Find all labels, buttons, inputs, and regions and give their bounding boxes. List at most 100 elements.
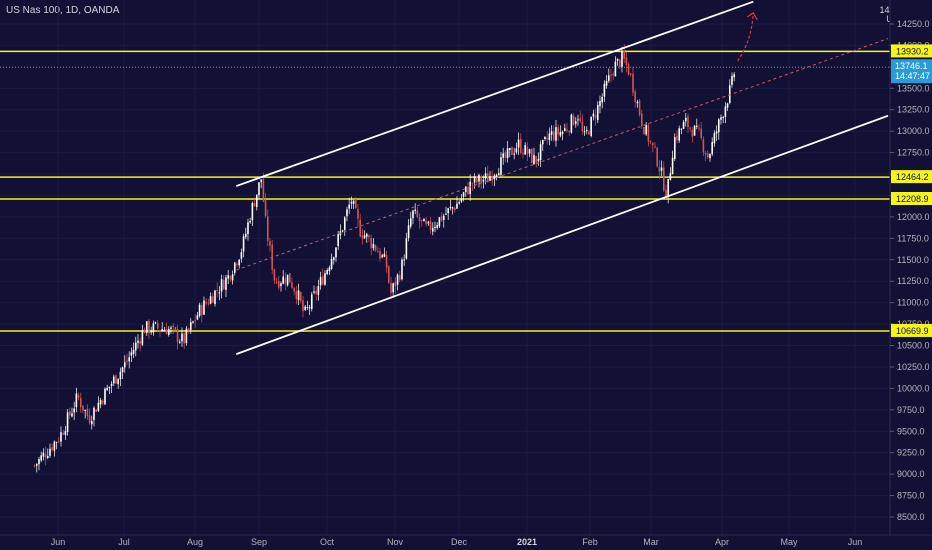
candle-body	[64, 431, 67, 435]
candle-body	[236, 263, 238, 265]
candle-body	[706, 153, 709, 158]
candle-body	[425, 220, 427, 225]
candle-body	[341, 230, 344, 232]
candle-body	[451, 207, 454, 209]
candle-body	[660, 167, 663, 171]
candle-body	[229, 276, 232, 280]
candle-body	[152, 323, 155, 333]
candle-body	[577, 119, 579, 121]
candle-body	[288, 273, 291, 283]
candle-body	[207, 303, 210, 305]
y-tick-label: 9750.0	[897, 405, 925, 415]
candle-body	[603, 83, 606, 97]
candle-body	[280, 283, 282, 287]
candle-body	[365, 233, 368, 237]
candle-body	[332, 257, 335, 261]
candle-body	[242, 236, 245, 252]
candle-body	[108, 386, 111, 389]
candle-body	[636, 101, 639, 104]
candle-body	[172, 326, 174, 328]
candle-body	[594, 114, 597, 119]
candle-body	[225, 277, 227, 290]
candle-body	[90, 421, 93, 425]
candle-body	[165, 329, 168, 335]
level-badge	[891, 323, 932, 337]
candle-body	[57, 440, 60, 442]
candle-body	[126, 360, 128, 363]
candle-body	[678, 128, 680, 141]
candle-body	[216, 289, 218, 291]
candle-body	[471, 183, 474, 185]
candle-body	[533, 155, 535, 164]
candle-body	[170, 327, 172, 329]
candle-body	[44, 454, 47, 458]
candle-body	[330, 258, 333, 269]
candle-body	[99, 400, 102, 405]
candle-body	[436, 225, 438, 228]
candle-body	[693, 125, 696, 136]
candle-body	[354, 199, 357, 209]
candle-body	[555, 127, 557, 141]
candle-body	[97, 402, 100, 411]
x-tick-label: Mar	[643, 537, 659, 547]
candle-body	[55, 442, 58, 444]
candle-body	[262, 178, 265, 202]
candle-body	[572, 115, 575, 126]
candle-body	[390, 282, 392, 294]
candle-body	[552, 131, 555, 140]
candle-body	[627, 64, 630, 75]
candle-body	[623, 51, 625, 59]
candle-body	[143, 330, 146, 334]
candle-body	[51, 447, 53, 451]
candle-body	[407, 225, 410, 239]
candle-body	[504, 152, 507, 158]
candle-body	[71, 413, 73, 417]
current-price-badge: 13746.114:47:47	[891, 59, 932, 84]
candle-body	[680, 128, 683, 130]
candle-body	[733, 74, 735, 78]
projection-arrow-head	[746, 11, 758, 21]
candle-body	[187, 328, 190, 331]
candle-body	[110, 383, 113, 386]
candle-body	[429, 221, 432, 230]
candle-body	[266, 216, 269, 241]
candle-body	[464, 186, 467, 193]
candle-body	[247, 222, 249, 235]
candle-body	[601, 96, 603, 103]
candle-body	[517, 139, 520, 148]
candle-body	[612, 74, 614, 76]
candle-body	[104, 388, 106, 405]
candle-body	[720, 117, 722, 120]
candle-body	[440, 215, 443, 221]
candle-body	[431, 228, 434, 232]
candle-body	[119, 371, 122, 380]
candle-body	[361, 235, 364, 239]
candle-body	[715, 131, 718, 134]
candle-body	[383, 253, 386, 257]
candle-body	[60, 432, 62, 442]
candle-body	[434, 226, 436, 229]
candle-body	[585, 130, 588, 132]
candle-body	[535, 156, 537, 163]
candle-body	[128, 357, 130, 362]
candle-body	[456, 203, 458, 209]
candle-body	[372, 243, 375, 249]
y-tick-label: 9500.0	[897, 426, 925, 436]
candle-body	[117, 378, 119, 385]
candle-body	[178, 341, 181, 343]
candle-body	[350, 202, 353, 204]
candle-body	[95, 409, 97, 413]
level-badge-label: 12208.9	[896, 194, 929, 204]
candle-body	[640, 113, 643, 126]
candle-body	[84, 410, 86, 412]
candle-body	[277, 280, 280, 288]
candle-body	[253, 203, 256, 207]
candle-body	[73, 408, 75, 413]
candle-body	[82, 405, 84, 411]
x-tick-label: Feb	[582, 537, 598, 547]
candle-body	[403, 259, 405, 261]
candle-body	[401, 259, 403, 280]
candle-body	[174, 327, 177, 331]
candle-body	[379, 250, 381, 259]
